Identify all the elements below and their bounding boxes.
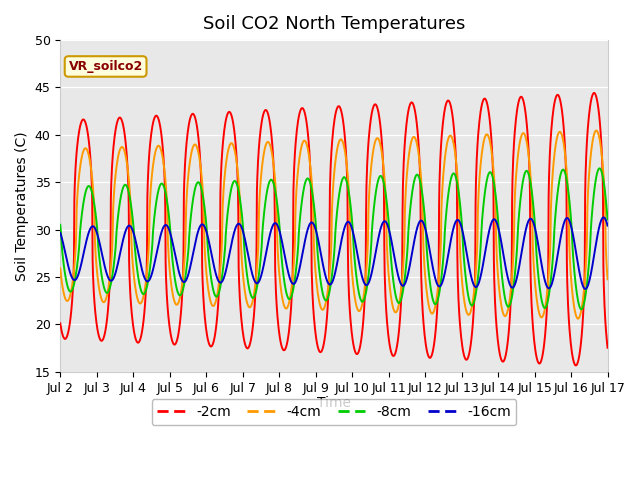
Legend: -2cm, -4cm, -8cm, -16cm: -2cm, -4cm, -8cm, -16cm xyxy=(152,399,516,425)
Y-axis label: Soil Temperatures (C): Soil Temperatures (C) xyxy=(15,131,29,281)
X-axis label: Time: Time xyxy=(317,396,351,410)
Text: VR_soilco2: VR_soilco2 xyxy=(68,60,143,73)
Title: Soil CO2 North Temperatures: Soil CO2 North Temperatures xyxy=(203,15,465,33)
